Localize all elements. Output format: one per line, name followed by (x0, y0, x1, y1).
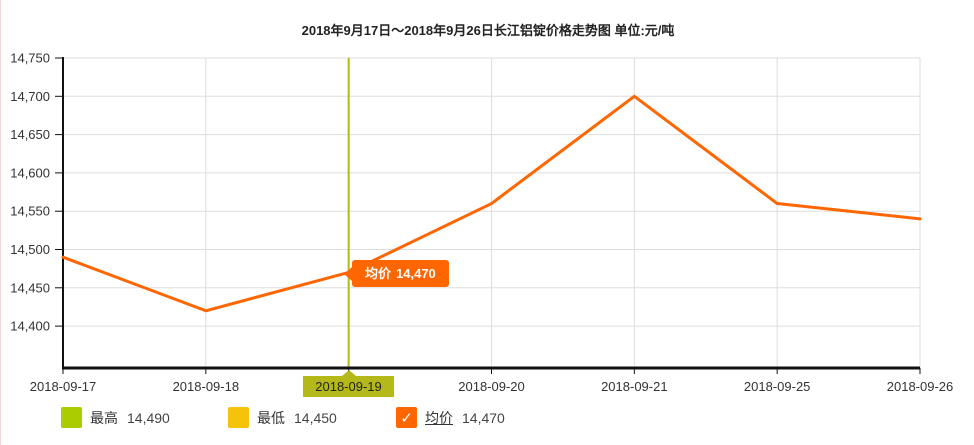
legend-item-low[interactable]: 最低 14,450 (228, 407, 337, 428)
x-tick-label[interactable]: 2018-09-17 (30, 379, 97, 394)
x-tick-label[interactable]: 2018-09-18 (173, 379, 240, 394)
y-tick-label: 14,400 (10, 319, 50, 334)
legend-item-high[interactable]: 最高 14,490 (61, 407, 170, 428)
tooltip-value: 14,470 (396, 266, 436, 281)
x-tick-label[interactable]: 2018-09-21 (601, 379, 668, 394)
legend-swatch-avg[interactable]: ✓ (396, 407, 417, 428)
y-tick-label: 14,650 (10, 127, 50, 142)
y-tick-label: 14,550 (10, 204, 50, 219)
legend-value-low: 14,450 (294, 409, 337, 426)
avg-price-line (61, 94, 922, 313)
y-tick-label: 14,700 (10, 89, 50, 104)
x-tick-label[interactable]: 2018-09-26 (887, 379, 954, 394)
x-tick-label[interactable]: 2018-09-20 (458, 379, 525, 394)
legend-swatch-low[interactable] (228, 407, 249, 428)
y-tick-label: 14,750 (10, 51, 50, 66)
legend-label-low: 最低 (257, 409, 285, 426)
legend-label-avg: 均价 (425, 409, 453, 426)
price-tooltip: 均价 14,470 (344, 260, 449, 287)
y-tick-label: 14,500 (10, 242, 50, 257)
x-tick-label[interactable]: 2018-09-25 (744, 379, 811, 394)
legend-value-high: 14,490 (127, 409, 170, 426)
y-tick-label: 14,600 (10, 165, 50, 180)
legend-swatch-high[interactable] (61, 407, 82, 428)
legend-label-high: 最高 (90, 409, 118, 426)
check-icon: ✓ (400, 409, 413, 427)
chart-title: 2018年9月17日～2018年9月26日长江铝锭价格走势图 单位:元/吨 (301, 23, 675, 38)
y-tick-label: 14,450 (10, 280, 50, 295)
legend-item-avg[interactable]: ✓ 均价 14,470 (396, 407, 505, 428)
tooltip-series-label: 均价 (365, 266, 392, 281)
selected-date-label[interactable]: 2018-09-19 (303, 370, 394, 397)
legend-value-avg: 14,470 (462, 409, 505, 426)
